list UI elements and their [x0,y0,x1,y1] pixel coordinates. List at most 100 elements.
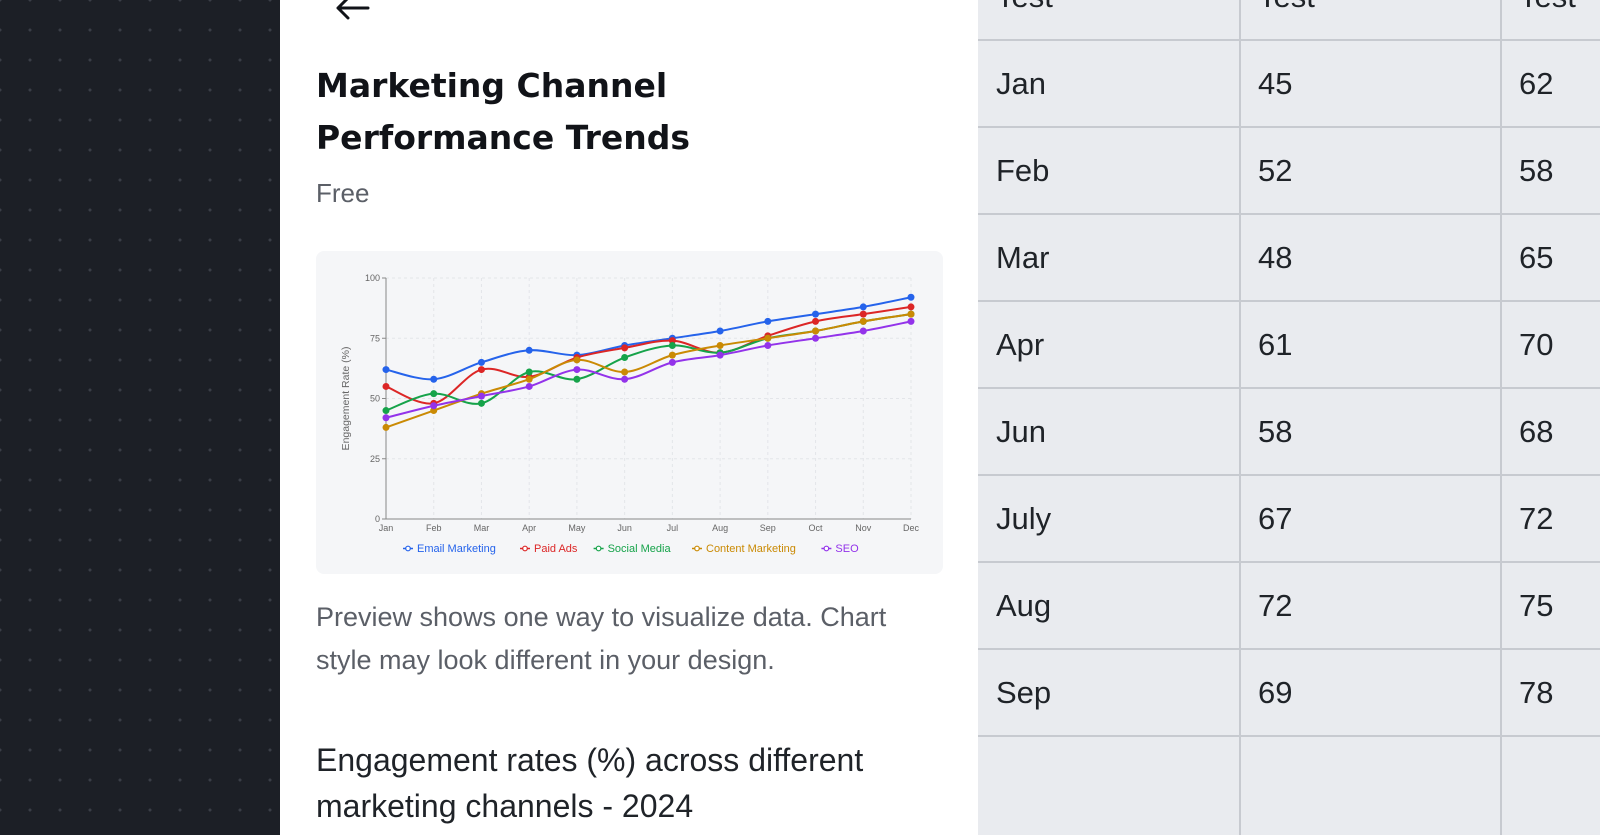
legend-item: Content Marketing [706,543,796,555]
data-point-email-marketing [430,375,438,383]
back-arrow-icon[interactable] [332,0,372,24]
chart-description: Engagement rates (%) across different ma… [316,742,864,824]
data-point-content-marketing [573,356,581,364]
table-cell[interactable]: Jan [996,66,1046,101]
x-tick-label: Jun [617,523,632,533]
x-tick-label: Aug [712,523,728,533]
data-point-seo [525,382,533,390]
data-point-content-marketing [764,334,772,342]
data-point-seo [812,334,820,342]
data-point-seo [859,327,867,335]
table-cell[interactable]: 72 [1519,501,1554,536]
table-cell[interactable]: 75 [1519,588,1554,623]
data-point-paid-ads [812,317,820,325]
data-point-social-media [477,399,485,407]
table-cell[interactable]: Aug [996,588,1052,623]
data-point-seo [907,317,915,325]
x-tick-label: Oct [809,523,824,533]
data-point-seo [430,402,438,410]
table-cell[interactable]: 62 [1519,66,1554,101]
data-point-email-marketing [716,327,724,335]
table-cell[interactable] [1240,736,1501,823]
table-cell[interactable]: 69 [1258,675,1293,710]
table-cell[interactable] [1501,736,1600,823]
row-divider [978,474,1600,476]
legend-item: Social Media [608,543,672,555]
table-cell[interactable]: 65 [1519,240,1554,275]
row-divider [978,126,1600,128]
table-cell[interactable]: Mar [996,240,1050,275]
data-point-paid-ads [668,337,676,345]
y-tick-label: 100 [365,273,380,283]
table-cell[interactable]: 48 [1258,240,1293,275]
template-detail-panel: Marketing Channel Performance Trends Fre… [280,0,978,835]
column-divider [1239,0,1241,835]
x-tick-label: Jul [667,523,679,533]
legend-marker [595,545,602,552]
table-cell[interactable] [978,736,1240,823]
row-divider [978,387,1600,389]
table-header-cell[interactable]: Test [978,0,1240,40]
data-point-social-media [525,368,533,376]
table-cell[interactable]: 78 [1519,675,1554,710]
y-tick-label: 0 [375,514,380,524]
data-point-email-marketing [764,317,772,325]
data-point-paid-ads [907,303,915,311]
data-point-social-media [573,375,581,383]
table-cell[interactable]: July [996,501,1052,536]
x-tick-label: Nov [855,523,872,533]
data-point-social-media [382,407,390,415]
table-header-cell[interactable]: Test [1501,0,1600,40]
legend-item: Email Marketing [417,543,496,555]
data-point-content-marketing [621,368,629,376]
table-cell[interactable]: 68 [1519,414,1554,449]
price-label: Free [316,178,370,208]
table-cell[interactable]: 52 [1258,153,1293,188]
legend-marker [694,545,700,552]
data-point-seo [668,358,676,366]
x-tick-label: Mar [474,523,490,533]
x-tick-label: Jan [379,523,394,533]
table-header-cell[interactable]: Test [1240,0,1501,40]
series-line-email-marketing [385,296,912,381]
table-cell[interactable]: 61 [1258,327,1293,362]
y-tick-label: 25 [370,454,380,464]
table-cell[interactable]: 70 [1519,327,1554,362]
table-cell[interactable]: 58 [1258,414,1293,449]
data-point-content-marketing [668,351,676,359]
data-point-content-marketing [382,423,390,431]
column-divider [1500,0,1502,835]
row-divider [978,39,1600,41]
data-point-content-marketing [907,310,915,318]
data-point-paid-ads [382,382,390,390]
data-point-seo [716,351,724,359]
table-cell[interactable]: 67 [1258,501,1293,536]
legend-marker [522,545,528,552]
row-divider [978,648,1600,650]
data-point-content-marketing [716,341,724,349]
legend-item: Paid Ads [534,543,578,555]
y-tick-label: 50 [370,394,380,404]
row-divider [978,735,1600,737]
data-point-content-marketing [859,317,867,325]
table-cell[interactable]: 45 [1258,66,1293,101]
data-point-social-media [430,390,438,398]
table-cell[interactable]: 72 [1258,588,1293,623]
table-cell[interactable]: Sep [996,675,1052,710]
data-point-paid-ads [859,310,867,318]
data-point-seo [477,392,485,400]
table-cell[interactable]: Apr [996,327,1045,362]
legend-marker [405,545,411,552]
data-point-email-marketing [525,346,533,354]
preview-note: Preview shows one way to visualize data.… [316,602,887,675]
data-point-email-marketing [382,366,390,374]
data-point-paid-ads [477,366,485,374]
row-divider [978,213,1600,215]
data-point-email-marketing [907,293,915,301]
data-point-seo [382,414,390,422]
table-cell[interactable]: Jun [996,414,1046,449]
line-chart: 0 25 50 75 100 Jan Feb Mar Apr May Jun Jul Aug Sep Oct… [340,273,919,555]
table-cell[interactable]: 58 [1519,153,1554,188]
row-divider [978,561,1600,563]
table-cell[interactable]: Feb [996,153,1050,188]
